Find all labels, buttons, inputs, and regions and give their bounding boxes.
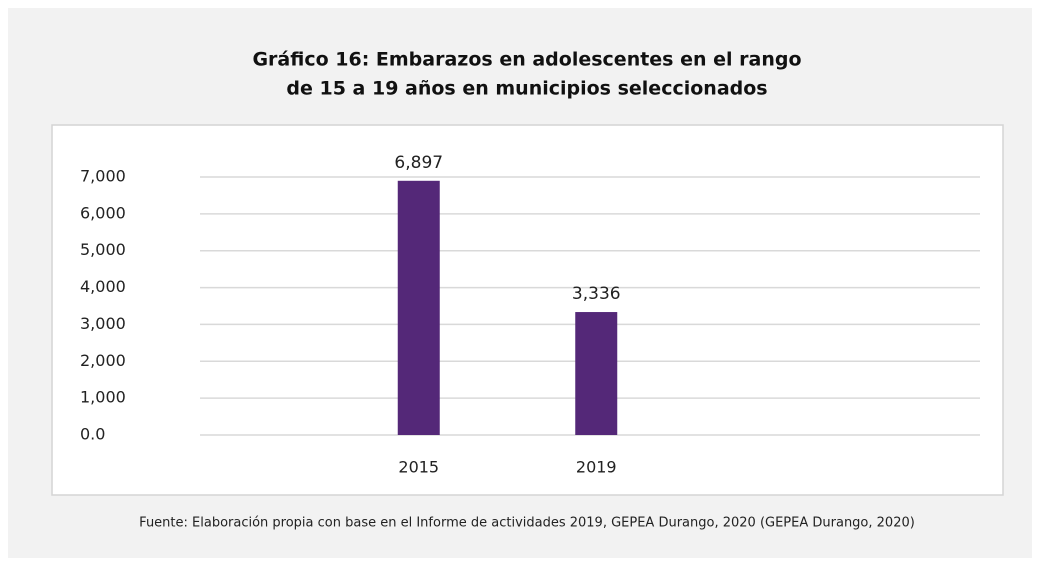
x-tick-label: 2015 [398, 458, 439, 477]
y-tick-label: 5,000 [80, 240, 126, 259]
x-tick-label: 2019 [576, 458, 617, 477]
y-tick-label: 7,000 [80, 167, 126, 186]
chart-title: Gráfico 16: Embarazos en adolescentes en… [252, 49, 801, 71]
source-note: Fuente: Elaboración propia con base en e… [139, 516, 915, 531]
y-tick-label: 6,000 [80, 203, 126, 222]
y-tick-label: 1,000 [80, 388, 126, 407]
data-label: 6,897 [394, 153, 443, 173]
y-tick-label: 0.0 [80, 425, 105, 444]
bar [397, 180, 440, 435]
data-label: 3,336 [572, 284, 621, 304]
plot-box [51, 124, 1004, 496]
bar [575, 312, 618, 435]
y-tick-label: 2,000 [80, 351, 126, 370]
chart-title: de 15 a 19 años en municipios selecciona… [286, 78, 767, 100]
y-tick-label: 4,000 [80, 277, 126, 296]
y-tick-label: 3,000 [80, 314, 126, 333]
